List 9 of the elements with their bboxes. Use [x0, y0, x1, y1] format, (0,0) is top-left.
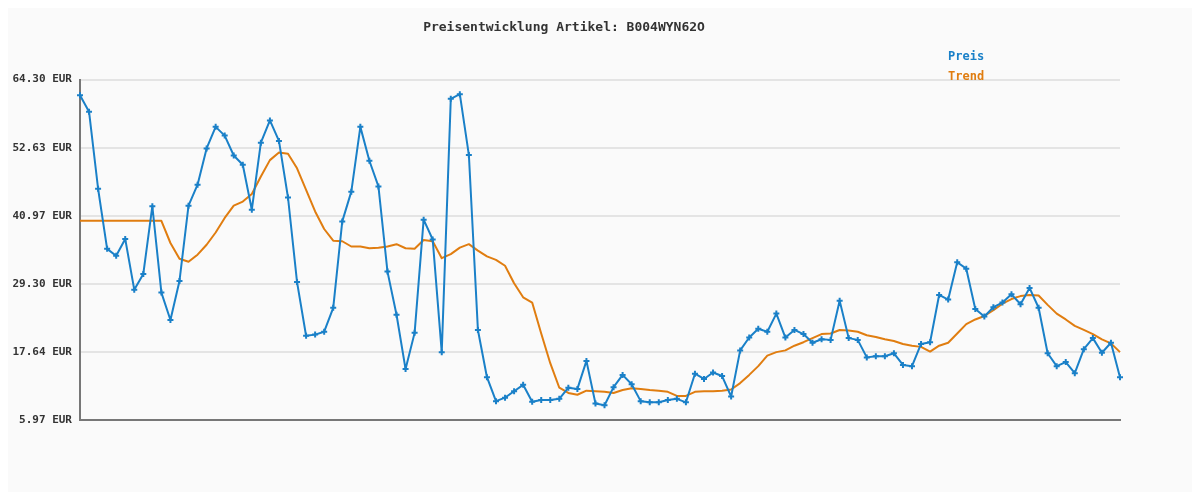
- y-tick-label: 40.97 EUR: [12, 208, 73, 222]
- y-tick-label: 17.64 EUR: [12, 344, 73, 358]
- text: Trend: [948, 68, 985, 85]
- y-tick-label: 5.97 EUR: [19, 412, 73, 426]
- text: Preis: [948, 48, 985, 65]
- chart-title: Preisentwicklung Artikel: B004WYN62O: [423, 19, 706, 35]
- y-tick-label: 29.30 EUR: [12, 276, 73, 290]
- y-tick-label: 64.30 EUR: [12, 72, 73, 86]
- y-tick-label: 52.63 EUR: [12, 140, 73, 154]
